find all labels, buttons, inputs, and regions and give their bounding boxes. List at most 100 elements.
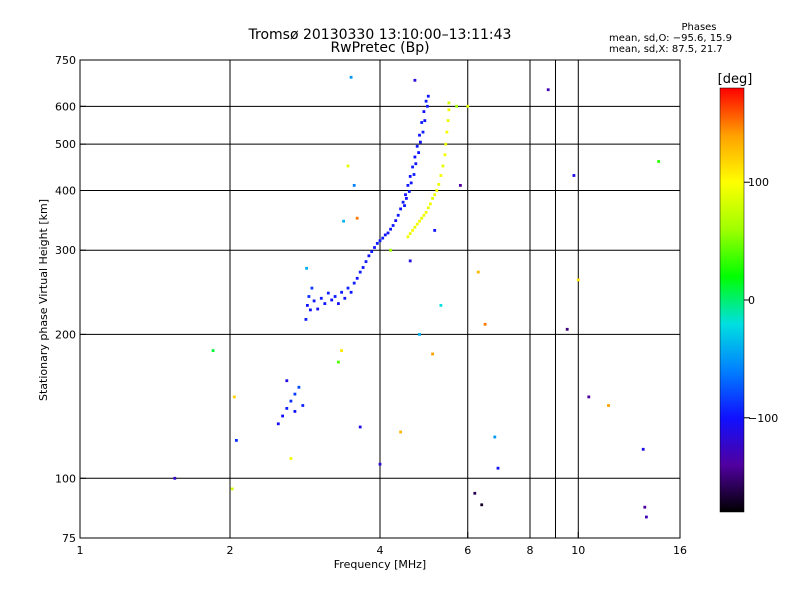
y-tick-label: 750 <box>55 54 76 67</box>
colorbar-ticks: 100 0 −100 <box>744 176 778 425</box>
data-point <box>383 233 387 237</box>
data-point <box>412 173 416 176</box>
data-point <box>418 219 421 223</box>
x-tick-label: 16 <box>673 544 687 557</box>
data-point <box>330 298 334 302</box>
data-point <box>415 222 419 226</box>
data-point <box>493 435 497 439</box>
data-point <box>419 140 422 144</box>
data-point <box>433 229 437 232</box>
data-point <box>455 104 458 108</box>
chart-title: Tromsø 20130330 13:10:00–13:11:43 <box>248 27 512 43</box>
data-point <box>546 88 550 92</box>
data-points <box>173 75 661 519</box>
data-point <box>381 236 385 240</box>
data-point <box>349 290 353 294</box>
grid-lines <box>80 60 680 538</box>
data-point <box>439 174 443 177</box>
data-point <box>483 322 487 326</box>
x-tick-label: 8 <box>527 544 534 557</box>
data-point <box>426 104 429 108</box>
x-tick-label: 10 <box>571 544 585 557</box>
data-point <box>408 259 412 263</box>
colorbar-tick-label: −100 <box>748 412 778 425</box>
data-point <box>389 227 392 231</box>
data-point <box>446 119 450 122</box>
data-point <box>447 108 451 112</box>
data-point <box>423 119 427 122</box>
data-point <box>337 302 340 305</box>
data-point <box>389 248 392 252</box>
y-axis-label: Stationary phase Virtual Height [km] <box>37 199 50 401</box>
data-point <box>343 296 347 300</box>
data-point <box>401 200 405 204</box>
data-point <box>459 184 462 187</box>
data-point <box>373 246 376 249</box>
data-point <box>444 142 448 146</box>
chart-subtitle: RwPretec (Bp) <box>330 40 430 56</box>
data-point <box>333 295 337 298</box>
data-point <box>411 165 414 169</box>
data-point <box>424 99 428 103</box>
data-point <box>418 333 421 336</box>
data-point <box>405 197 408 200</box>
data-point <box>232 395 236 399</box>
data-point <box>433 193 437 197</box>
data-point <box>361 266 365 269</box>
data-point <box>211 349 215 352</box>
y-tick-label: 500 <box>55 138 76 151</box>
data-point <box>346 164 350 168</box>
y-tick-label: 200 <box>55 328 76 341</box>
data-point <box>643 505 647 509</box>
data-point <box>441 164 445 168</box>
data-point <box>421 130 425 134</box>
data-point <box>355 216 359 220</box>
x-axis-label: Frequency [MHz] <box>334 558 426 571</box>
colorbar-tick-label: 100 <box>748 176 769 189</box>
data-point <box>417 151 420 154</box>
data-point <box>399 430 402 434</box>
data-point <box>396 213 400 217</box>
data-point <box>276 422 280 426</box>
data-point <box>422 213 426 217</box>
y-tick-label: 75 <box>62 532 76 545</box>
data-point <box>289 457 293 460</box>
data-point <box>340 349 343 352</box>
data-point <box>358 270 362 274</box>
data-point <box>414 162 418 166</box>
data-point <box>480 503 484 507</box>
data-point <box>391 224 395 227</box>
data-point <box>285 379 289 383</box>
data-point <box>378 239 382 243</box>
data-point <box>340 290 343 294</box>
data-point <box>607 404 610 407</box>
data-point <box>316 307 320 311</box>
data-point <box>293 410 297 413</box>
data-point <box>411 229 414 232</box>
data-point <box>408 232 412 235</box>
colorbar <box>719 87 745 513</box>
data-point <box>476 270 480 274</box>
y-tick-label: 100 <box>55 472 76 485</box>
data-point <box>285 407 289 410</box>
x-axis-ticks: 1 2 4 6 8 10 16 <box>77 532 687 557</box>
data-point <box>407 190 411 193</box>
data-point <box>370 250 374 253</box>
data-point <box>429 202 432 206</box>
data-point <box>641 447 645 451</box>
phase-stats-x-mode: mean, sd,X: 87.5, 21.7 <box>609 44 723 55</box>
data-point <box>301 404 305 407</box>
data-point <box>173 476 177 480</box>
data-point <box>422 110 426 113</box>
data-point <box>645 515 648 519</box>
y-axis-ticks: 75 100 200 300 400 500 600 750 <box>55 54 86 545</box>
data-point <box>297 385 301 389</box>
data-point <box>466 104 470 108</box>
data-point <box>587 395 591 399</box>
data-point <box>420 216 424 220</box>
data-point <box>406 184 410 187</box>
x-tick-label: 2 <box>227 544 234 557</box>
data-point <box>342 219 345 223</box>
data-point <box>386 231 390 235</box>
data-point <box>496 466 500 470</box>
